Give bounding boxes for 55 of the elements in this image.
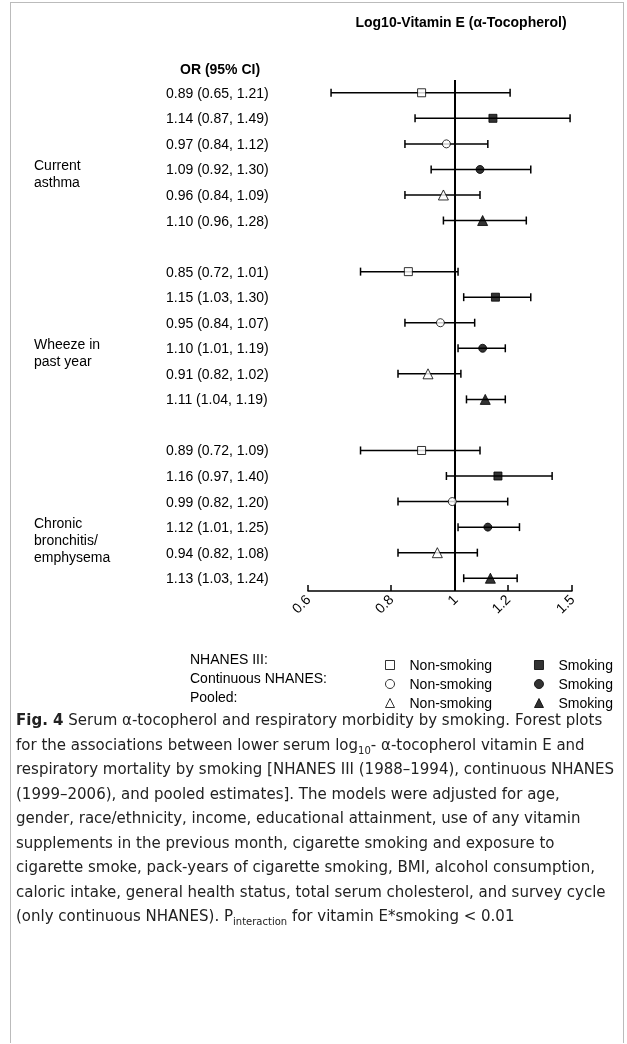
x-tick-label: 0.6 xyxy=(288,591,314,617)
text: NHANES III: xyxy=(190,651,268,667)
legend-label: Non-smoking xyxy=(409,676,492,692)
legend-label: Smoking xyxy=(558,676,613,692)
text: Current asthma xyxy=(34,157,85,191)
y-tick-label: 1.09 (0.92, 1.30) xyxy=(166,161,269,178)
point xyxy=(493,471,503,481)
point xyxy=(488,113,498,123)
point xyxy=(447,497,457,507)
y-tick-label: 0.94 (0.82, 1.08) xyxy=(166,544,269,561)
y-tick-label: 0.89 (0.72, 1.09) xyxy=(166,442,269,459)
y-tick-label: 1.16 (0.97, 1.40) xyxy=(166,468,269,485)
y-tick-label: 1.11 (1.04, 1.19) xyxy=(166,391,268,408)
point xyxy=(483,522,493,532)
chart-title: Log10-Vitamin E (α-Tocopherol) xyxy=(355,14,567,30)
point xyxy=(475,164,485,174)
point xyxy=(431,547,443,559)
y-tick-label: 1.15 (1.03, 1.30) xyxy=(166,289,269,306)
text: Wheeze in past year xyxy=(34,336,105,369)
y-axis-title: OR (95% CI) xyxy=(180,61,261,77)
text: Continuous NHANES: xyxy=(190,670,327,686)
y-tick-label: 0.85 (0.72, 1.01) xyxy=(166,263,269,280)
legend-label: Smoking xyxy=(558,657,613,673)
point xyxy=(441,139,451,149)
legend-label: Non-smoking xyxy=(409,695,492,711)
text: Fig. 4 Serum α-tocopherol and respiratory morbidity by smoking. Forest plots for the associations between lower serum log$_{10}$- α-tocopherol vitamin E and respiratory mortality by smoking [NHANES III (1988–1994), continuous NHANES (1999–2006), and pooled estimates]. The models were adjusted for age, gender, race/ethnicity, income, educational attainment, use of any vitamin supplements in the previous month, cigarette smoking and exposure to cigarette smoke, pack-years of cigarette smoking, BMI, alcohol consumption, caloric intake, general health status, total serum cholesterol, and survey cycle (only continuous NHANES). P$_{interaction}$ for vitamin E*smoking < 0.01 xyxy=(16,711,615,927)
y-tick-label: 1.10 (0.96, 1.28) xyxy=(166,212,269,229)
point xyxy=(490,292,500,302)
y-tick-label: 1.14 (0.87, 1.49) xyxy=(166,110,269,127)
y-tick-label: 1.13 (1.03, 1.24) xyxy=(166,570,269,587)
x-tick-label: 1.2 xyxy=(488,591,514,617)
point xyxy=(417,445,427,455)
y-tick-label: 0.97 (0.84, 1.12) xyxy=(166,135,269,152)
y-tick-label: 0.91 (0.82, 1.02) xyxy=(166,365,269,382)
legend-label: Non-smoking xyxy=(409,657,492,673)
text: Chronic bronchitis/ emphysema xyxy=(34,514,111,565)
y-tick-label: 0.99 (0.82, 1.20) xyxy=(166,493,269,510)
y-tick-label: 1.10 (1.01, 1.19) xyxy=(166,340,269,357)
point xyxy=(478,343,488,353)
y-tick-label: 0.96 (0.84, 1.09) xyxy=(166,186,269,203)
point xyxy=(437,189,449,201)
y-tick-label: 1.12 (1.01, 1.25) xyxy=(166,519,269,536)
x-tick-label: 1.5 xyxy=(552,591,578,617)
legend-label: Smoking xyxy=(558,695,613,711)
x-tick-label: 0.8 xyxy=(371,591,397,617)
point xyxy=(417,88,427,98)
point xyxy=(435,318,445,328)
y-tick-label: 0.89 (0.65, 1.21) xyxy=(166,84,269,101)
point xyxy=(479,393,491,405)
point xyxy=(422,368,434,380)
text: Pooled: xyxy=(190,689,238,705)
point xyxy=(484,572,496,584)
point xyxy=(477,215,489,227)
y-tick-label: 0.95 (0.84, 1.07) xyxy=(166,314,269,331)
x-tick-label: 1 xyxy=(444,591,461,609)
